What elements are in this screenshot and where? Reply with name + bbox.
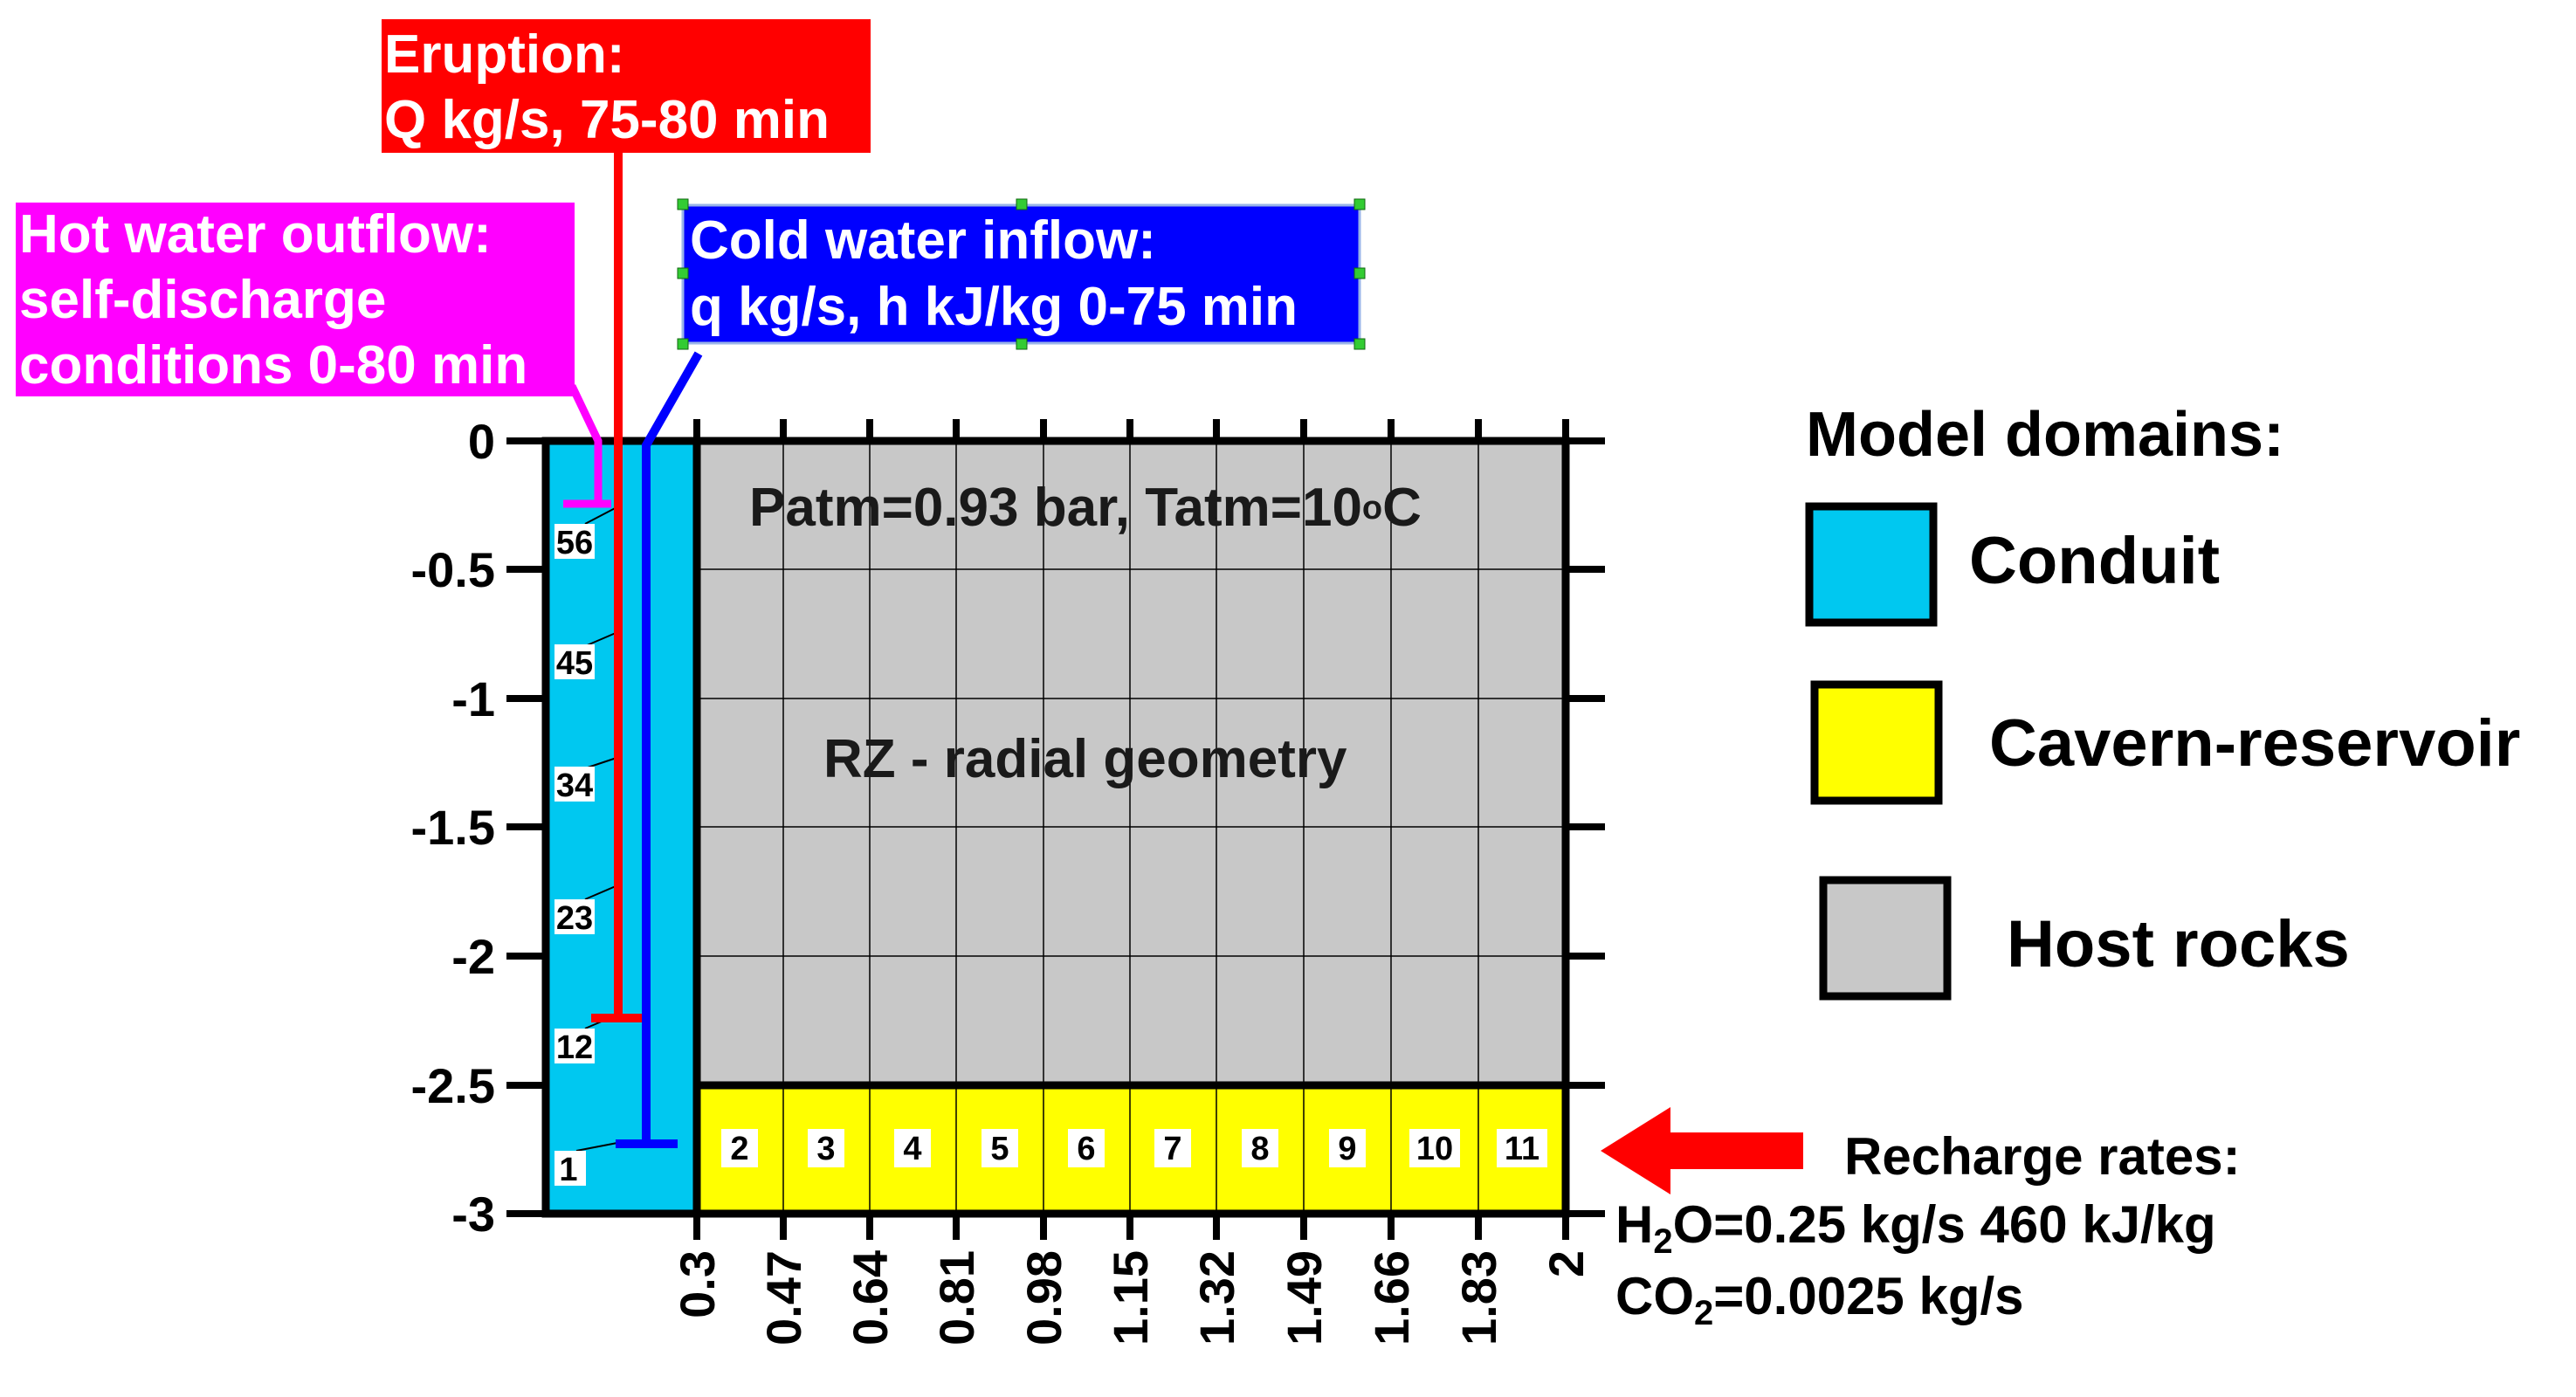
legend-swatch-host-rocks <box>1819 876 1952 1001</box>
x-tick-label: 2 <box>1539 1250 1594 1277</box>
y-tick-label: -0.5 <box>411 542 496 597</box>
legend-swatch-cavern-reservoir <box>1810 680 1943 805</box>
reservoir-cell-number: 11 <box>1505 1131 1539 1167</box>
geometry-label: RZ - radial geometry <box>823 729 1347 789</box>
conduit-cells: 56 45 34 23 12 1 <box>554 504 623 1188</box>
recharge-h2o: H2O=0.25 kg/s 460 kJ/kg <box>1615 1195 2216 1261</box>
y-tick-label: -3 <box>451 1187 495 1242</box>
atmosphere-unit: C <box>1382 478 1422 538</box>
reservoir-cell-number: 3 <box>816 1131 835 1167</box>
host-rocks-domain <box>697 441 1566 1085</box>
recharge-co2: CO2=0.0025 kg/s <box>1615 1267 2024 1332</box>
x-tick-label: 0.98 <box>1016 1250 1071 1345</box>
eruption-label-line-2: Q kg/s, 75-80 min <box>384 90 830 150</box>
conduit-cell-number: 45 <box>556 645 593 682</box>
y-tick-label: -2.5 <box>411 1058 496 1113</box>
legend-label-conduit: Conduit <box>1969 524 2220 598</box>
atmosphere-label: Patm=0.93 bar, Tatm=10 <box>749 478 1362 538</box>
x-tick-label: 1.32 <box>1189 1250 1244 1345</box>
x-tick-label: 0.81 <box>929 1250 984 1345</box>
legend-label-host-rocks: Host rocks <box>2007 907 2350 981</box>
co2-prefix: CO <box>1615 1267 1694 1325</box>
x-axis-labels: 0.3 0.47 0.64 0.81 0.98 1.15 1.32 1.49 1… <box>670 1250 1594 1345</box>
co2-suffix: =0.0025 kg/s <box>1713 1267 2023 1325</box>
conduit-cell-number: 34 <box>556 767 593 804</box>
x-axis-ticks <box>693 419 1569 1240</box>
legend-swatch-conduit <box>1805 502 1938 627</box>
hot-water-label-line-1: Hot water outflow: <box>19 204 492 265</box>
x-tick-label: 1.49 <box>1277 1250 1332 1345</box>
cold-water-label-box[interactable] <box>681 203 1361 345</box>
degree-symbol: o <box>1362 490 1382 526</box>
conduit-cell-number: 56 <box>556 525 593 561</box>
legend-title: Model domains: <box>1806 400 2284 470</box>
y-tick-label: 0 <box>468 414 495 469</box>
reservoir-cell-number: 10 <box>1416 1131 1453 1167</box>
x-tick-label: 1.83 <box>1451 1250 1506 1345</box>
reservoir-cell-number: 9 <box>1338 1131 1356 1167</box>
eruption-label-box <box>382 19 871 153</box>
reservoir-cell-number: 5 <box>990 1131 1009 1167</box>
atmosphere-conditions: Patm=0.93 bar, Tatm=10oC <box>749 478 1422 538</box>
hot-water-label-box <box>16 203 575 396</box>
reservoir-cells: 2 3 4 5 6 7 8 9 10 11 <box>721 1129 1547 1167</box>
eruption-line <box>591 140 648 1022</box>
y-tick-label: -1.5 <box>411 800 496 855</box>
x-tick-label: 0.3 <box>670 1250 725 1318</box>
reservoir-cell-number: 8 <box>1250 1131 1269 1167</box>
conduit-cell-number: 1 <box>559 1152 577 1188</box>
eruption-label-line-1: Eruption: <box>384 24 625 85</box>
recharge-arrow-icon <box>1601 1107 1803 1194</box>
cold-water-label-line-1: Cold water inflow: <box>690 210 1156 271</box>
hot-water-label-line-2: self-discharge <box>19 270 386 330</box>
x-tick-label: 1.66 <box>1364 1250 1419 1345</box>
legend-label-cavern-reservoir: Cavern-reservoir <box>1989 706 2520 781</box>
y-axis-labels: 0 -0.5 -1 -1.5 -2 -2.5 -3 <box>411 414 496 1242</box>
h2o-suffix: O=0.25 kg/s 460 kJ/kg <box>1673 1195 2216 1254</box>
reservoir-cell-number: 6 <box>1077 1131 1095 1167</box>
hot-water-label-line-3: conditions 0-80 min <box>19 335 527 396</box>
x-tick-label: 0.64 <box>843 1250 898 1345</box>
y-tick-label: -1 <box>451 671 495 726</box>
conduit-cell-number: 23 <box>556 900 593 937</box>
co2-subscript: 2 <box>1694 1294 1713 1332</box>
x-tick-label: 0.47 <box>756 1250 811 1345</box>
h2o-subscript: 2 <box>1653 1222 1672 1261</box>
reservoir-cell-number: 4 <box>903 1131 921 1167</box>
reservoir-cell-number: 2 <box>730 1131 748 1167</box>
cold-water-inflow-line <box>616 351 703 1148</box>
selection-handles[interactable] <box>677 198 1366 350</box>
h2o-prefix: H <box>1615 1195 1653 1254</box>
reservoir-cell-number: 7 <box>1163 1131 1181 1167</box>
y-tick-label: -2 <box>451 929 495 984</box>
recharge-title: Recharge rates: <box>1844 1127 2241 1186</box>
y-axis-ticks <box>506 437 1605 1217</box>
legend: Model domains: Conduit Cavern-reservoir … <box>1805 400 2520 1001</box>
x-tick-label: 1.15 <box>1103 1250 1158 1345</box>
conduit-cell-number: 12 <box>556 1029 593 1066</box>
cold-water-label-line-2: q kg/s, h kJ/kg 0-75 min <box>690 277 1298 337</box>
hot-water-outflow-line <box>563 384 611 508</box>
